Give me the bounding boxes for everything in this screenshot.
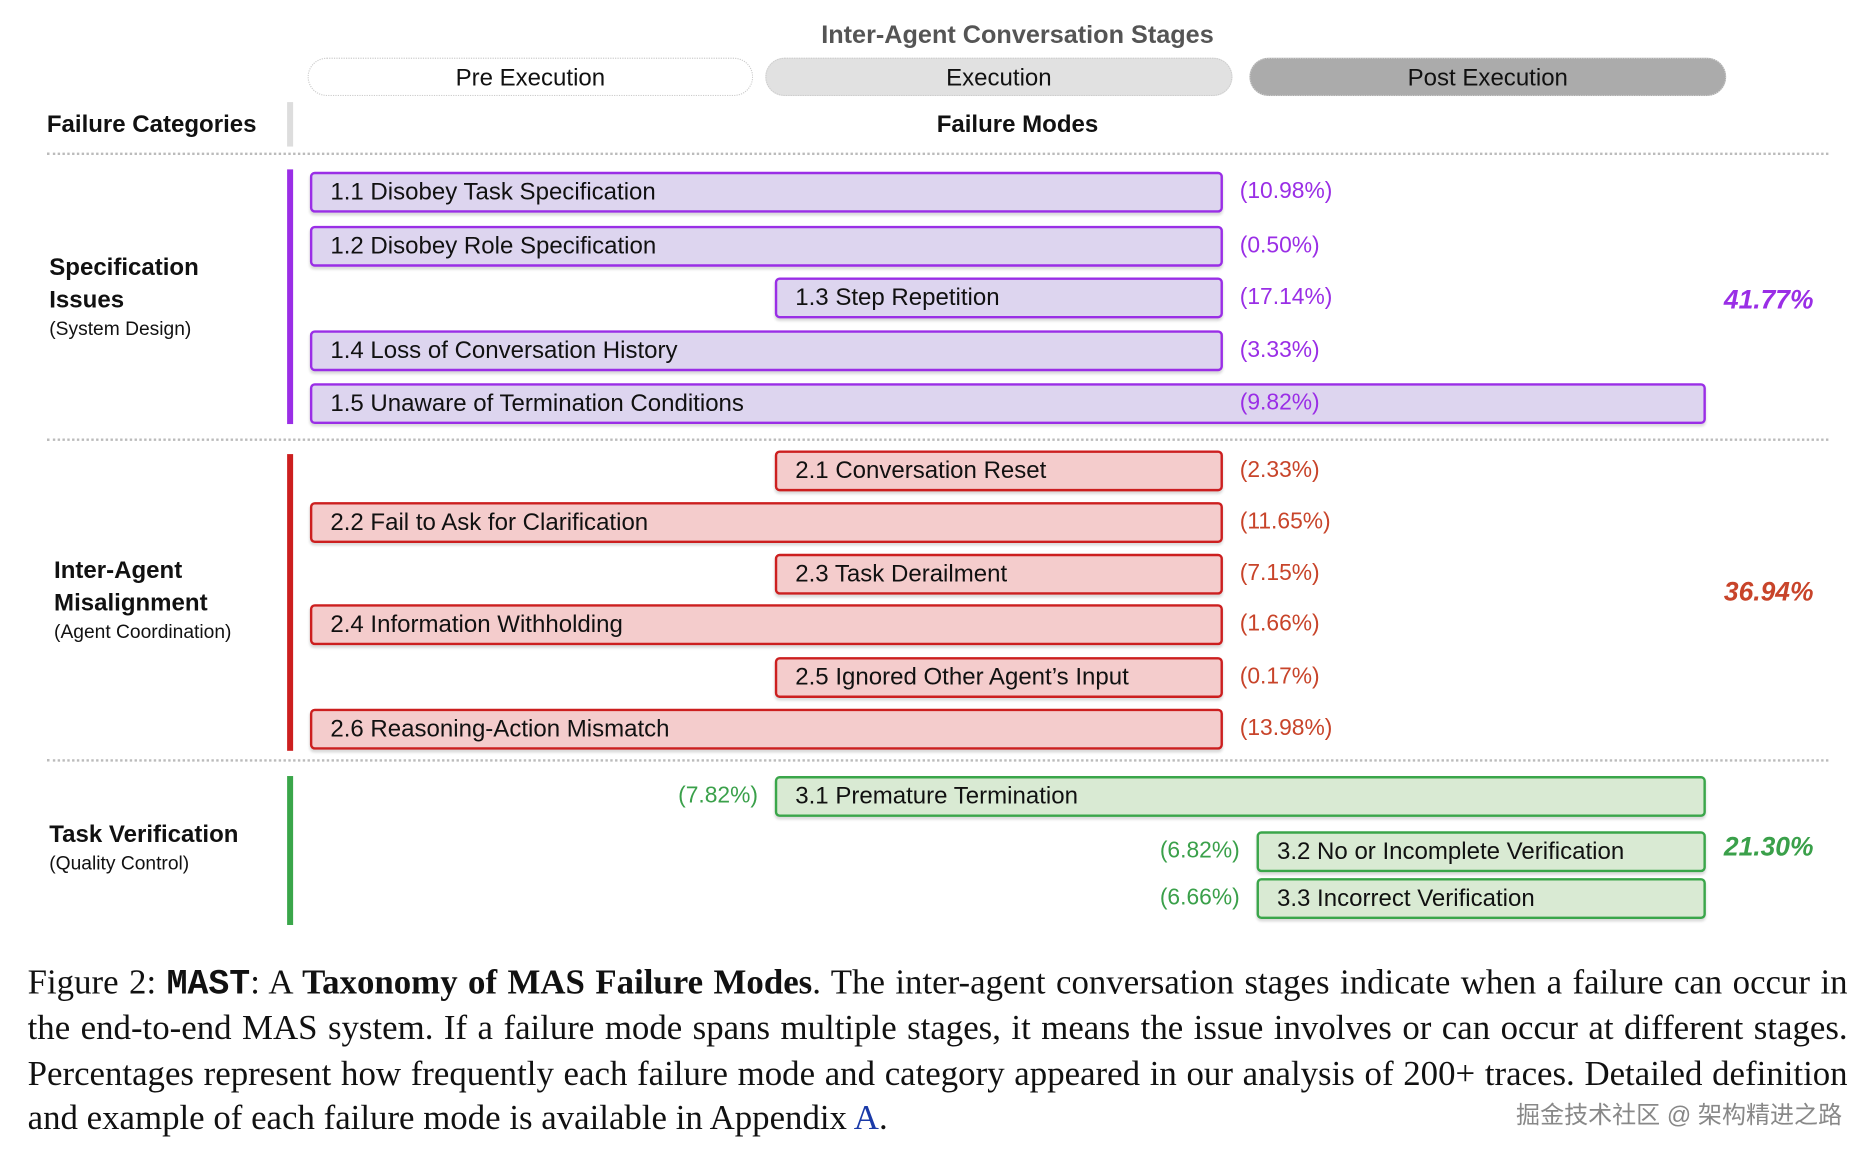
failure-mode-box: 1.2 Disobey Role Specification	[309, 225, 1223, 267]
failure-mode-box: 2.5 Ignored Other Agent’s Input	[774, 657, 1223, 698]
header-divider	[287, 102, 294, 147]
divider	[46, 759, 1829, 762]
failure-mode-box: 2.2 Fail to Ask for Clarification	[309, 502, 1223, 543]
watermark: 掘金技术社区 @ 架构精进之路	[1516, 1102, 1843, 1130]
failure-mode-box: 3.2 No or Incomplete Verification	[1256, 831, 1706, 873]
category-label: Task Verification (Quality Control)	[49, 819, 238, 878]
failure-mode-box: 1.1 Disobey Task Specification	[309, 171, 1223, 213]
category-bar	[287, 776, 294, 926]
caption-end: .	[878, 1099, 888, 1138]
divider	[46, 152, 1829, 155]
failure-mode-percentage: (0.17%)	[1239, 664, 1320, 690]
figure-caption: Figure 2: MAST: A Taxonomy of MAS Failur…	[28, 961, 1848, 1141]
failure-mode-box: 1.3 Step Repetition	[774, 277, 1223, 319]
failure-mode-box: 2.4 Information Withholding	[309, 604, 1223, 646]
failure-mode-box: 1.5 Unaware of Termination Conditions	[309, 383, 1706, 425]
failure-categories-header: Failure Categories	[46, 111, 257, 139]
stage-post-execution: Post Execution	[1249, 57, 1727, 97]
category-subtitle: (Quality Control)	[49, 854, 190, 875]
failure-mode-percentage: (0.50%)	[1239, 233, 1320, 259]
failure-mode-box: 3.3 Incorrect Verification	[1256, 878, 1706, 919]
category-total: 41.77%	[1723, 284, 1814, 315]
failure-mode-percentage: (7.82%)	[678, 783, 759, 809]
stages-title: Inter-Agent Conversation Stages	[821, 21, 1214, 50]
failure-mode-percentage: (13.98%)	[1239, 715, 1333, 742]
caption-mast: MAST	[166, 964, 251, 1005]
failure-mode-percentage: (10.98%)	[1239, 178, 1333, 205]
category-name: Issues	[49, 287, 125, 314]
category-total: 21.30%	[1723, 831, 1814, 862]
failure-mode-percentage: (3.33%)	[1239, 337, 1320, 363]
category-name: Specification	[49, 254, 199, 282]
failure-mode-box: 1.4 Loss of Conversation History	[309, 330, 1223, 372]
failure-mode-box: 2.6 Reasoning-Action Mismatch	[309, 708, 1223, 750]
failure-mode-percentage: (7.15%)	[1239, 561, 1320, 587]
stage-label: Pre Execution	[455, 64, 606, 92]
category-name: Inter-Agent	[54, 557, 183, 584]
appendix-link[interactable]: A	[853, 1099, 879, 1138]
category-name: Task Verification	[49, 821, 239, 849]
caption-title: Taxonomy of MAS Failure Modes	[302, 963, 813, 1002]
stage-label: Post Execution	[1407, 64, 1568, 92]
stage-execution: Execution	[765, 57, 1233, 97]
failure-mode-box: 3.1 Premature Termination	[774, 776, 1706, 817]
divider	[46, 438, 1829, 441]
failure-mode-box: 2.3 Task Derailment	[774, 553, 1223, 595]
failure-mode-percentage: (6.82%)	[1159, 838, 1240, 864]
failure-mode-percentage: (6.66%)	[1159, 885, 1240, 911]
stage-pre-execution: Pre Execution	[307, 57, 754, 97]
failure-mode-box: 2.1 Conversation Reset	[774, 450, 1223, 492]
failure-mode-percentage: (2.33%)	[1239, 457, 1320, 483]
caption-body: . The inter-agent conversation stages in…	[27, 963, 1848, 1138]
caption-text: : A	[250, 963, 303, 1002]
failure-mode-percentage: (1.66%)	[1239, 611, 1320, 637]
category-bar	[287, 454, 294, 751]
failure-modes-header: Failure Modes	[936, 111, 1099, 139]
stage-label: Execution	[946, 64, 1052, 92]
category-subtitle: (System Design)	[49, 319, 192, 340]
failure-mode-percentage: (9.82%)	[1239, 390, 1320, 416]
category-label: Specification Issues (System Design)	[49, 252, 199, 343]
failure-mode-percentage: (11.65%)	[1239, 509, 1331, 535]
category-name: Misalignment	[54, 589, 208, 617]
category-subtitle: (Agent Coordination)	[54, 622, 232, 643]
failure-mode-percentage: (17.14%)	[1239, 284, 1333, 310]
caption-prefix: Figure 2:	[27, 963, 167, 1002]
category-bar	[287, 169, 294, 425]
category-total: 36.94%	[1723, 576, 1814, 607]
category-label: Inter-Agent Misalignment (Agent Coordinati…	[54, 555, 231, 646]
